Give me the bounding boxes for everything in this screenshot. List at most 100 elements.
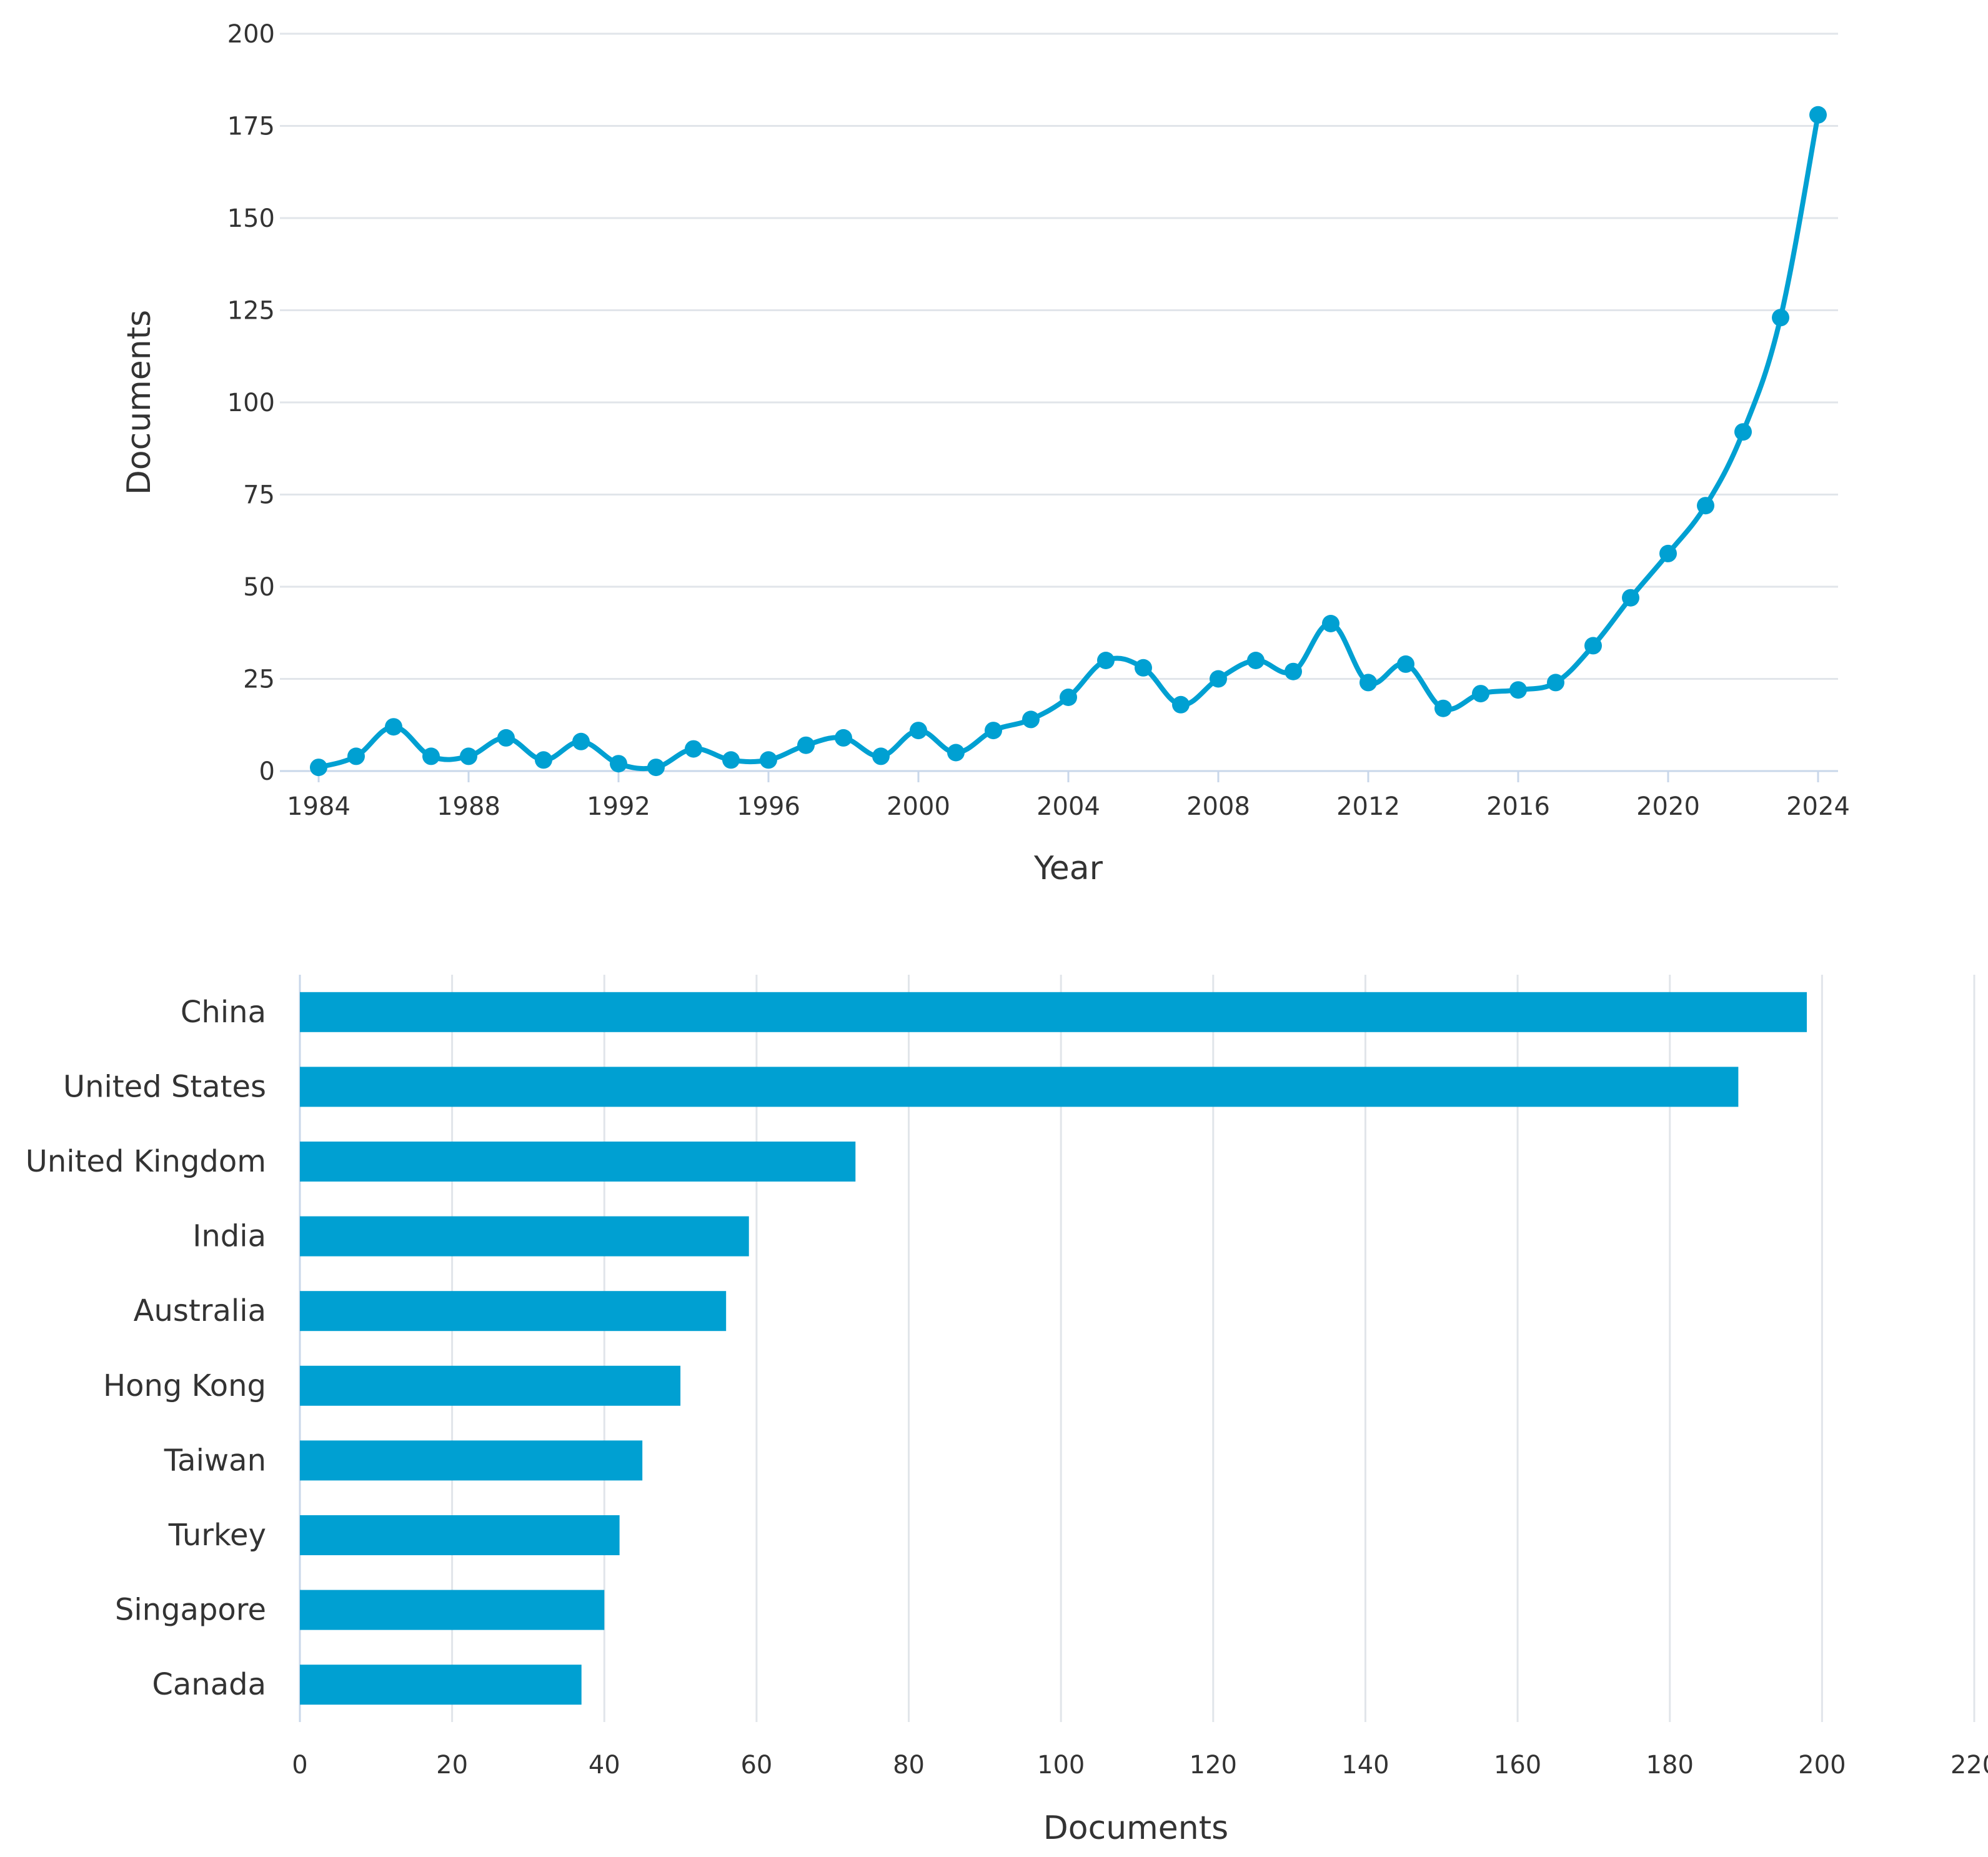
bar-chart-category-label: Canada <box>152 1667 266 1702</box>
line-chart-point <box>385 718 402 736</box>
bar <box>300 1216 749 1257</box>
line-chart-point <box>535 751 552 769</box>
line-chart-x-axis-title: Year <box>1033 850 1103 887</box>
bar-chart-bars <box>300 992 1807 1705</box>
line-chart-x-tick-label: 2004 <box>1036 792 1100 821</box>
line-chart-y-tick-label: 200 <box>227 20 275 49</box>
line-chart-y-tick-label: 25 <box>243 665 275 694</box>
line-chart-point <box>1060 689 1077 706</box>
line-chart-y-tick-label: 100 <box>227 389 275 417</box>
bar <box>300 1067 1739 1107</box>
bar-chart-x-tick-label: 20 <box>436 1751 468 1780</box>
bar <box>300 1590 605 1630</box>
line-chart-point <box>1285 662 1302 680</box>
bar-chart-x-tick-label: 100 <box>1037 1751 1085 1780</box>
line-chart-point <box>1135 659 1152 677</box>
line-chart-point <box>1359 674 1377 692</box>
line-chart-x-tick-label: 1988 <box>437 792 500 821</box>
bar-chart-category-label: Hong Kong <box>103 1368 266 1403</box>
line-chart-points <box>310 106 1827 777</box>
line-chart-point <box>347 747 365 765</box>
line-chart-y-ticks: 0 25 50 75 100 125 150 175 200 <box>227 20 275 786</box>
line-chart-point <box>497 729 515 747</box>
line-chart-point <box>872 747 890 765</box>
line-chart-y-tick-label: 150 <box>227 204 275 233</box>
bar-chart-category-label: Australia <box>134 1293 266 1328</box>
line-chart-x-tick-label: 1996 <box>737 792 800 821</box>
line-chart-point <box>835 729 852 747</box>
bar <box>300 1291 727 1332</box>
bar-chart-x-tick-label: 120 <box>1190 1751 1237 1780</box>
line-chart-y-tick-label: 0 <box>259 757 275 786</box>
line-chart-point <box>1622 589 1639 607</box>
bar-chart-x-tick-label: 200 <box>1798 1751 1846 1780</box>
line-chart-point <box>1809 106 1827 124</box>
bar-chart-x-tick-label: 40 <box>589 1751 620 1780</box>
bar-chart-category-label: Turkey <box>168 1518 266 1553</box>
bar-chart-category-label: China <box>181 995 266 1030</box>
line-chart-x-tick-label: 2020 <box>1636 792 1700 821</box>
line-chart-y-axis-title: Documents <box>121 310 158 495</box>
line-chart-point <box>760 751 777 769</box>
line-series-documents <box>316 112 1821 772</box>
bar <box>300 1515 620 1555</box>
line-chart-point <box>685 740 702 758</box>
line-chart-x-tick-label: 2016 <box>1486 792 1550 821</box>
line-chart-point <box>1172 695 1190 714</box>
line-chart-point <box>1247 652 1265 669</box>
bar-chart-category-label: India <box>192 1219 266 1254</box>
line-chart-point <box>910 722 927 740</box>
line-chart-point <box>1397 655 1414 673</box>
bar-chart-x-tick-label: 80 <box>893 1751 925 1780</box>
line-chart-point <box>1659 544 1677 562</box>
line-chart-point <box>1584 637 1602 655</box>
bar-chart-x-tick-label: 220 <box>1951 1751 1988 1780</box>
line-chart-x-tick-label: 2008 <box>1186 792 1250 821</box>
bar-chart-x-tick-label: 180 <box>1646 1751 1694 1780</box>
line-chart-point <box>1547 674 1564 692</box>
bar-chart-category-label: Singapore <box>115 1593 266 1628</box>
line-chart: 0 25 50 75 100 125 150 175 200 1984 1988 1992 1996 2… <box>121 20 1850 887</box>
line-chart-point <box>310 759 327 777</box>
bar-chart: China United States United Kingdom India Aus… <box>26 975 1988 1847</box>
line-chart-point <box>1697 497 1714 515</box>
bar-chart-category-labels: China United States United Kingdom India Aus… <box>26 995 266 1702</box>
line-chart-point <box>1472 685 1489 703</box>
bar-chart-x-tick-label: 0 <box>292 1751 307 1780</box>
line-chart-point <box>1210 670 1227 688</box>
bar-chart-category-label: United States <box>63 1069 266 1104</box>
bar-chart-x-axis-title: Documents <box>1043 1810 1229 1847</box>
bar-chart-category-label: United Kingdom <box>26 1144 266 1179</box>
line-chart-point <box>1322 615 1339 632</box>
bar <box>300 1365 681 1406</box>
line-chart-point <box>460 747 477 765</box>
line-chart-x-tick-label: 2000 <box>887 792 950 821</box>
line-chart-point <box>1434 699 1452 717</box>
bar <box>300 1142 856 1182</box>
line-chart-point <box>1097 652 1115 669</box>
line-chart-point <box>422 747 440 765</box>
line-chart-point <box>1022 710 1040 729</box>
line-chart-x-ticks: 1984 1988 1992 1996 2000 2004 2008 2012 2016 2020… <box>287 771 1850 821</box>
line-chart-gridlines <box>280 32 1838 680</box>
line-chart-point <box>797 736 815 754</box>
line-chart-point <box>610 755 627 773</box>
bar-chart-category-label: Taiwan <box>164 1443 266 1478</box>
bar-chart-x-tick-label: 60 <box>740 1751 772 1780</box>
line-chart-x-tick-label: 1992 <box>587 792 650 821</box>
bar <box>300 992 1807 1032</box>
line-chart-y-tick-label: 50 <box>243 573 275 602</box>
line-chart-x-tick-label: 2024 <box>1786 792 1850 821</box>
bar-chart-x-tick-label: 160 <box>1494 1751 1541 1780</box>
line-chart-point <box>947 744 965 762</box>
line-chart-point <box>722 751 740 769</box>
line-chart-point <box>1509 681 1527 699</box>
line-chart-y-tick-label: 175 <box>227 112 275 141</box>
bar-chart-x-ticks: 0 20 40 60 80 100 120 140 160 180 200 220 <box>292 1751 1988 1780</box>
line-chart-x-tick-label: 1984 <box>287 792 350 821</box>
bar-chart-x-tick-label: 140 <box>1341 1751 1389 1780</box>
line-chart-y-tick-label: 125 <box>227 297 275 326</box>
line-chart-point <box>572 732 590 750</box>
bar <box>300 1440 643 1481</box>
